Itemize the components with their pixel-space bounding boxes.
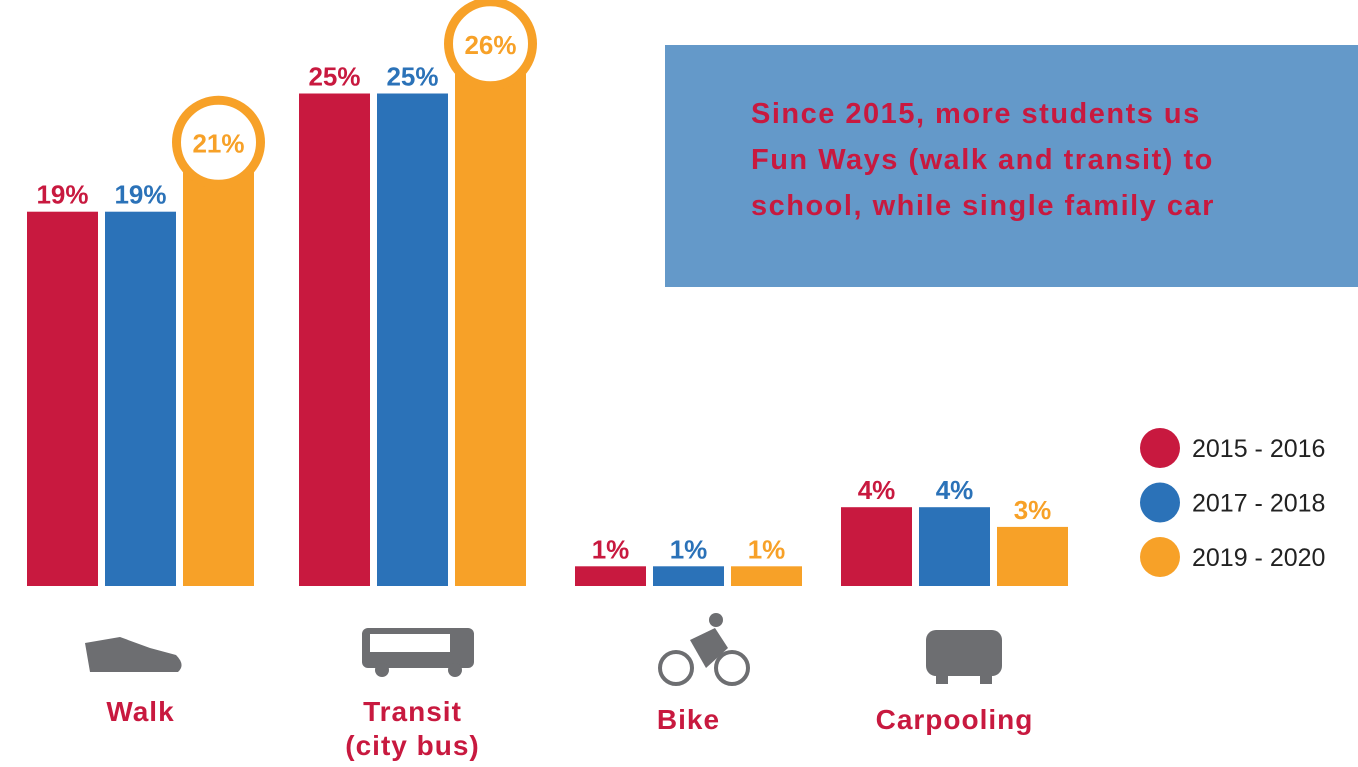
value-label: 19% (36, 180, 88, 210)
value-label: 1% (748, 534, 786, 564)
bar (575, 566, 646, 586)
category-label: Carpooling (875, 704, 1034, 735)
car-wheel (980, 674, 992, 684)
value-label: 4% (936, 475, 974, 505)
value-label: 3% (1014, 495, 1052, 525)
shoe-icon (85, 637, 182, 672)
annotation-line: Since 2015, more students us (751, 98, 1201, 130)
bar (455, 73, 526, 587)
legend-label: 2017 - 2018 (1192, 490, 1325, 518)
value-label: 4% (858, 475, 896, 505)
bar (731, 566, 802, 586)
legend-label: 2015 - 2016 (1192, 435, 1325, 463)
bar (183, 172, 254, 587)
bike-wheel (658, 650, 694, 686)
legend-label: 2019 - 2020 (1192, 544, 1325, 572)
bar (919, 507, 990, 586)
category-label: Bike (656, 704, 721, 735)
value-label: 1% (670, 534, 708, 564)
bar (653, 566, 724, 586)
bike-wheel (714, 650, 750, 686)
bar (997, 526, 1068, 586)
bus-window (370, 634, 450, 652)
annotation-line: school, while single family car (751, 190, 1215, 222)
bar (27, 211, 98, 586)
icons (85, 613, 1002, 686)
label-highlight (444, 0, 537, 91)
annotation-box: Since 2015, more students us Fun Ways (w… (665, 45, 1358, 287)
value-label: 19% (114, 180, 166, 210)
legend-marker (1140, 482, 1180, 523)
bike-head (709, 613, 723, 627)
legend-marker (1140, 537, 1180, 577)
value-label: 1% (592, 534, 630, 564)
bike-rider (690, 628, 728, 668)
category-label: Walk (106, 696, 175, 727)
label-highlight (172, 95, 265, 189)
car-wheel (936, 674, 948, 684)
value-label: 25% (386, 62, 438, 92)
bar (841, 507, 912, 586)
bus-wheel (375, 663, 389, 677)
value-label: 25% (308, 62, 360, 92)
category-label: Transit (city bus) (345, 696, 480, 761)
annotation-line: Fun Ways (walk and transit) to (751, 144, 1214, 176)
car-icon (926, 630, 1002, 676)
value-label: 26% (464, 30, 516, 60)
bar (299, 93, 370, 586)
bar (105, 211, 176, 586)
value-label: 21% (192, 128, 244, 158)
legend-marker (1140, 428, 1180, 468)
bus-wheel (448, 663, 462, 677)
bar (377, 93, 448, 586)
